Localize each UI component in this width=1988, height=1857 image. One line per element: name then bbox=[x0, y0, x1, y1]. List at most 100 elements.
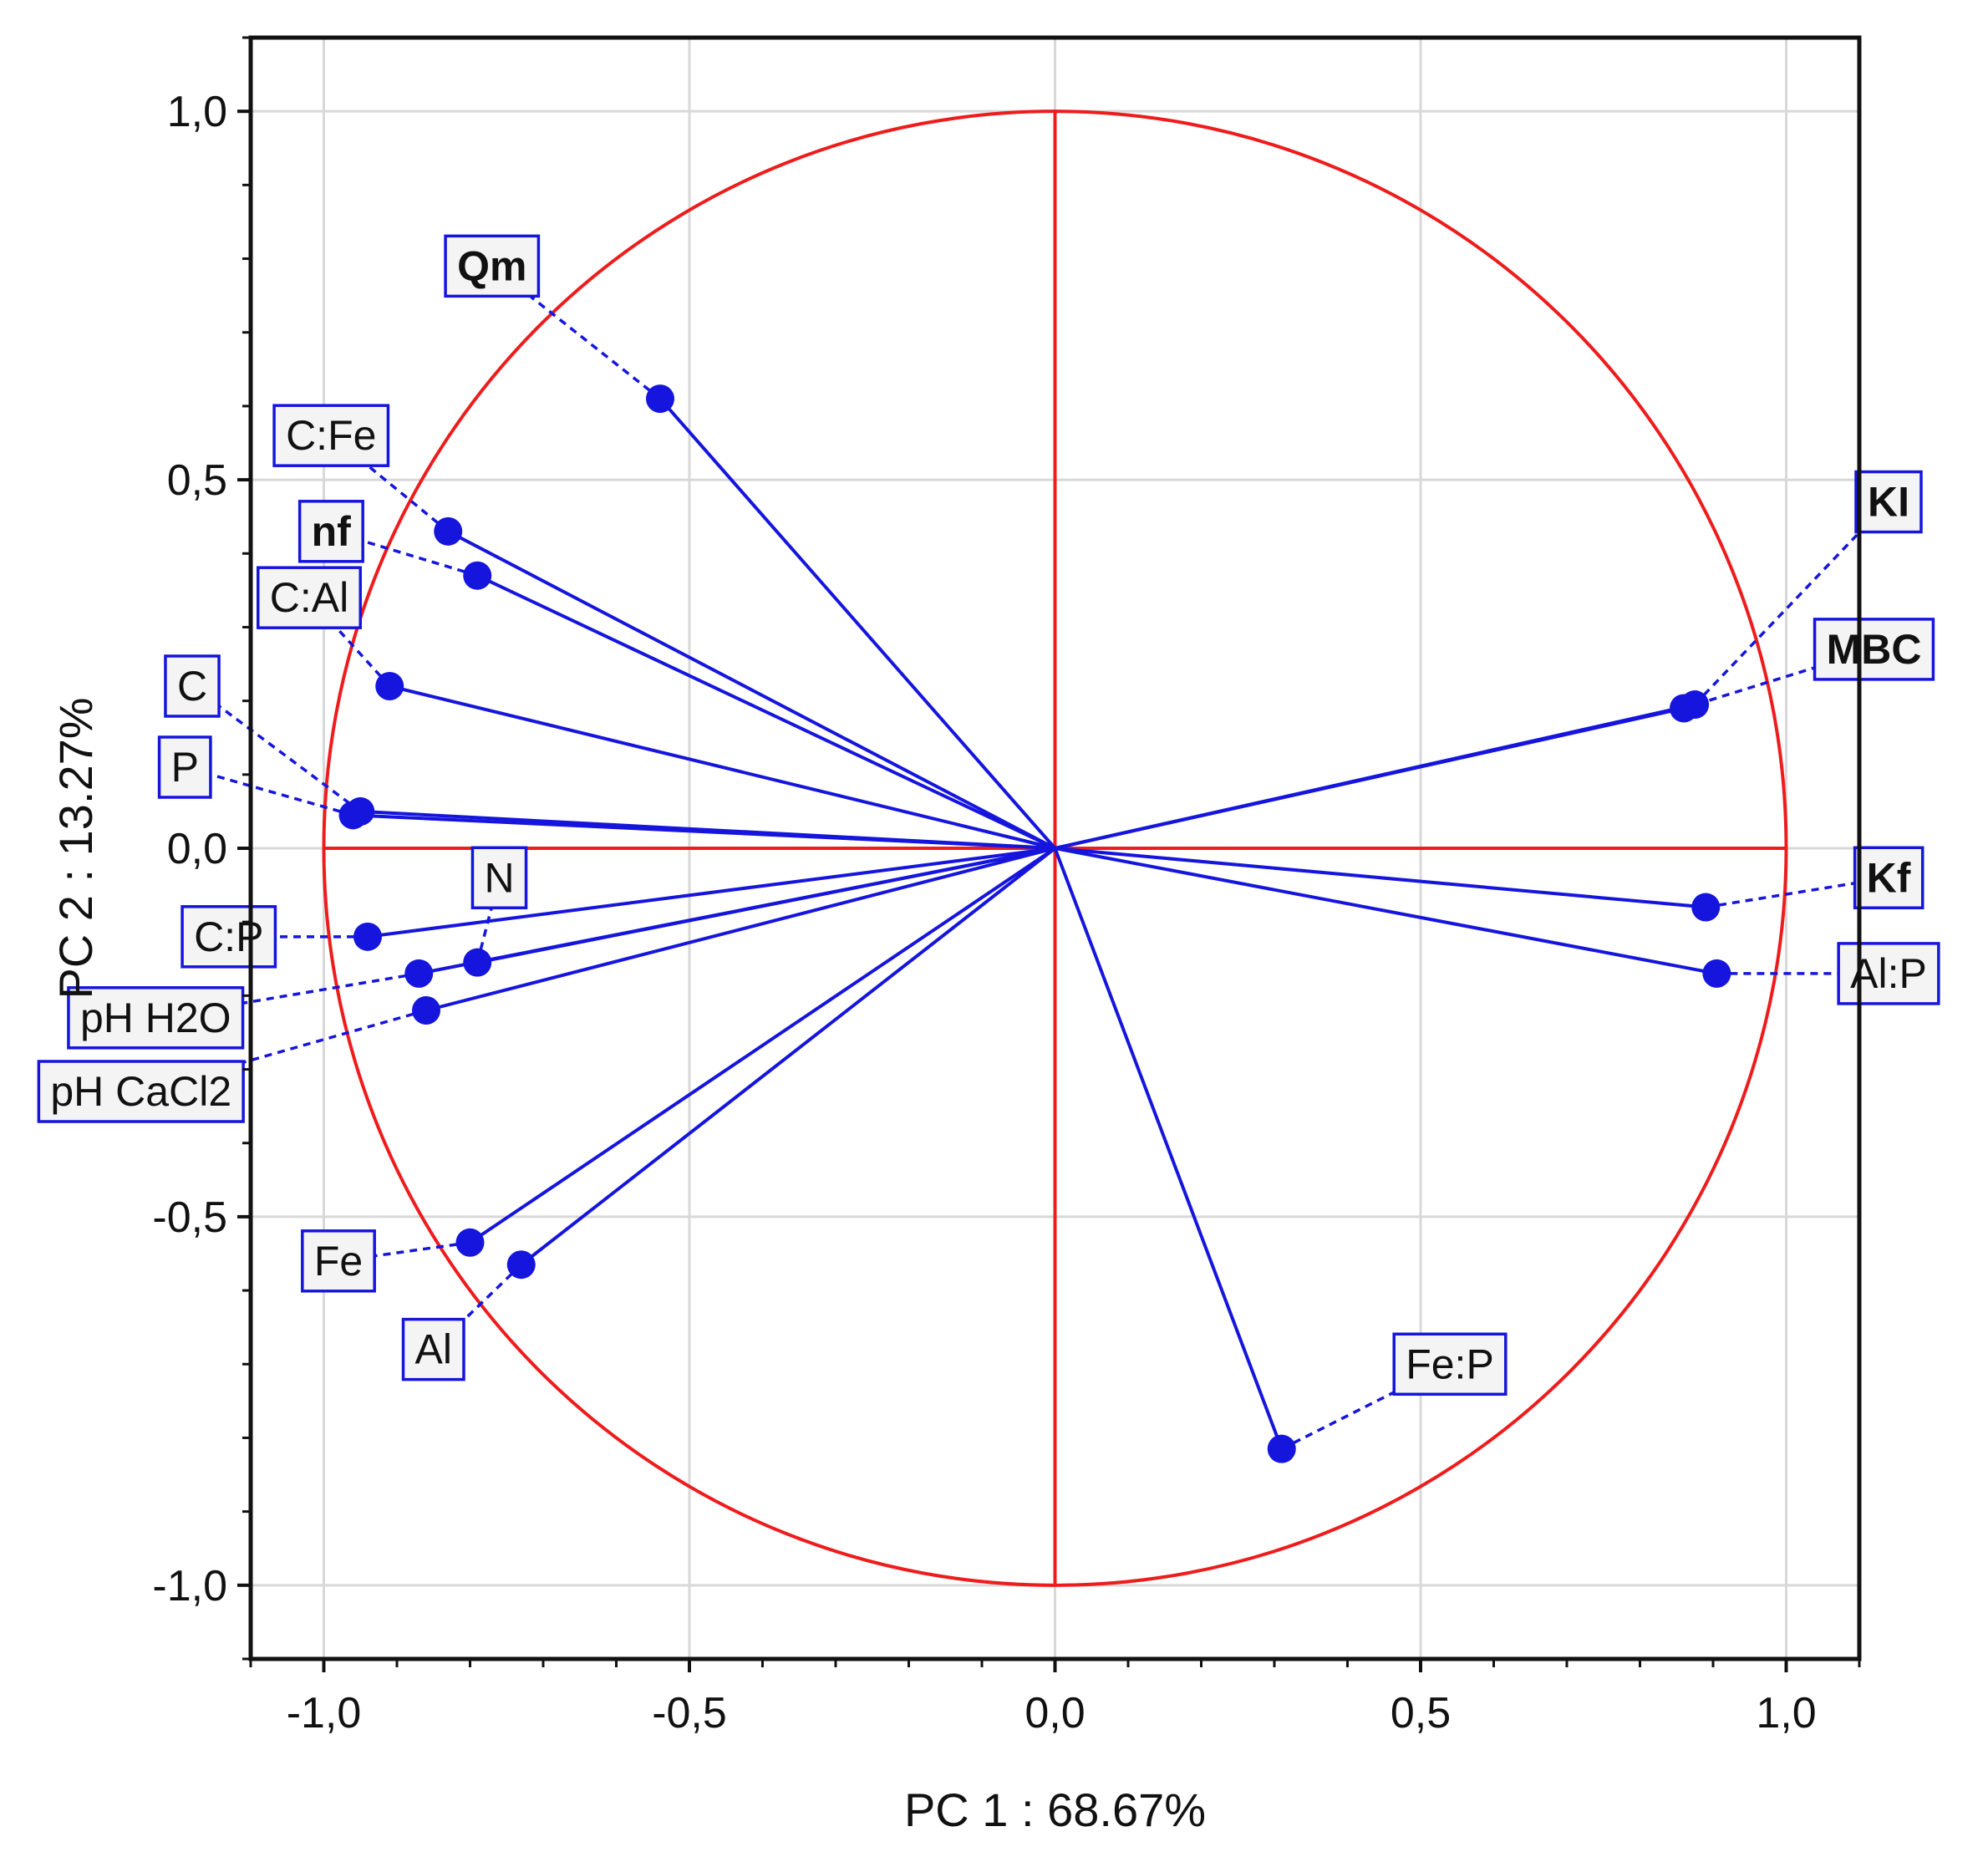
vector-al-p bbox=[1055, 847, 1717, 975]
vector-p bbox=[353, 813, 1055, 850]
label-al: Al bbox=[401, 1317, 465, 1381]
label-c-al: C:Al bbox=[257, 566, 362, 629]
point-fe bbox=[455, 1228, 485, 1257]
vector-kf bbox=[1055, 847, 1706, 909]
y-tick-label: 0,0 bbox=[167, 825, 227, 873]
point-mbc bbox=[1670, 694, 1698, 723]
label-p: P bbox=[157, 735, 212, 799]
y-tick-label: 1,0 bbox=[167, 88, 227, 136]
point-n bbox=[463, 948, 492, 977]
label-text-al: Al bbox=[415, 1326, 452, 1373]
label-box-ki bbox=[1854, 470, 1923, 534]
vector-c-p bbox=[367, 847, 1055, 939]
y-tick-label: -1,0 bbox=[152, 1562, 227, 1610]
x-tick-label: 0,0 bbox=[1025, 1689, 1085, 1737]
point-al bbox=[506, 1250, 536, 1280]
label-fe: Fe bbox=[301, 1229, 376, 1293]
y-axis-title: PC 2 : 13.27% bbox=[49, 697, 102, 999]
label-box-fe bbox=[301, 1229, 376, 1293]
vector-c-fe bbox=[447, 530, 1056, 850]
x-tick-label: -0,5 bbox=[652, 1689, 727, 1737]
vector-fe bbox=[469, 847, 1056, 1244]
label-text-al-p: Al:P bbox=[1850, 950, 1927, 997]
label-qm: Qm bbox=[444, 234, 541, 298]
label-text-fe: Fe bbox=[314, 1238, 363, 1285]
label-n: N bbox=[470, 846, 528, 910]
x-tick-label: 1,0 bbox=[1756, 1689, 1816, 1737]
x-tick-label: -1,0 bbox=[287, 1689, 362, 1737]
vector-qm bbox=[658, 397, 1057, 850]
point-nf bbox=[463, 561, 492, 590]
vector-nf bbox=[476, 573, 1056, 850]
leader-p bbox=[184, 766, 353, 817]
label-text-c-al: C:Al bbox=[270, 574, 348, 621]
label-ph-h2o: pH H2O bbox=[67, 986, 245, 1050]
label-text-c-p: C:P bbox=[194, 913, 263, 960]
label-box-al bbox=[401, 1317, 465, 1381]
y-tick-label: 0,5 bbox=[167, 456, 227, 505]
label-text-ph-h2o: pH H2O bbox=[80, 995, 231, 1041]
label-box-ph-h2o bbox=[67, 986, 245, 1050]
label-box-qm bbox=[444, 234, 541, 298]
label-text-fe-p: Fe:P bbox=[1406, 1341, 1494, 1387]
label-ki: KI bbox=[1854, 470, 1923, 534]
label-ph-cacl2: pH CaCl2 bbox=[37, 1060, 245, 1123]
label-text-c: C bbox=[177, 663, 207, 710]
loading-points bbox=[338, 384, 1731, 1463]
label-text-c-fe: C:Fe bbox=[286, 412, 376, 459]
label-text-p: P bbox=[171, 744, 199, 791]
label-text-n: N bbox=[484, 854, 514, 901]
label-box-n bbox=[470, 846, 528, 910]
leader-fe-p bbox=[1280, 1362, 1451, 1451]
label-box-c bbox=[164, 654, 221, 718]
label-kf: Kf bbox=[1853, 846, 1924, 910]
vector-c-al bbox=[389, 684, 1055, 850]
point-c-fe bbox=[434, 516, 463, 546]
point-fe-p bbox=[1267, 1434, 1296, 1463]
label-box-al-p bbox=[1837, 942, 1940, 1005]
label-text-qm: Qm bbox=[457, 242, 526, 289]
vector-ph-h2o bbox=[418, 847, 1055, 975]
x-axis-title: PC 1 : 68.67% bbox=[904, 1783, 1206, 1836]
label-c-p: C:P bbox=[180, 905, 277, 969]
point-p bbox=[338, 801, 368, 830]
axis-ticks: -1,0 -0,5 0,0 0,5 1,0 -1,0 -0,5 0,0 0,5 1,0 bbox=[152, 36, 1861, 1737]
label-text-ph-cacl2: pH CaCl2 bbox=[50, 1068, 231, 1115]
point-ph-cacl2 bbox=[412, 996, 440, 1025]
label-c-fe: C:Fe bbox=[272, 404, 390, 467]
label-box-nf bbox=[297, 500, 364, 563]
point-al-p bbox=[1702, 959, 1731, 988]
point-c-al bbox=[375, 672, 404, 700]
label-box-p bbox=[157, 735, 212, 799]
y-tick-label: -0,5 bbox=[152, 1193, 227, 1242]
leader-al bbox=[432, 1263, 522, 1351]
label-box-c-p bbox=[180, 905, 277, 969]
label-box-mbc bbox=[1813, 618, 1935, 681]
point-kf bbox=[1691, 893, 1721, 922]
x-tick-label: 0,5 bbox=[1391, 1689, 1451, 1737]
point-c-p bbox=[353, 922, 382, 951]
label-mbc: MBC bbox=[1813, 618, 1935, 681]
label-c: C bbox=[164, 654, 221, 718]
label-box-fe-p bbox=[1392, 1332, 1508, 1397]
point-qm bbox=[646, 384, 674, 414]
loading-vectors bbox=[353, 397, 1717, 1450]
vector-fe-p bbox=[1053, 847, 1284, 1450]
leader-ph-h2o bbox=[155, 972, 419, 1020]
label-box-kf bbox=[1853, 846, 1924, 910]
label-text-mbc: MBC bbox=[1827, 626, 1922, 673]
label-text-nf: nf bbox=[312, 508, 352, 555]
variable-labels: Qm C:Fe nf C:Al CP N C:P pH H2O pH CaCl2 Fe Al KI MB… bbox=[37, 234, 1940, 1397]
leader-ki bbox=[1693, 501, 1890, 706]
label-al-p: Al:P bbox=[1837, 942, 1940, 1005]
label-text-ki: KI bbox=[1868, 479, 1909, 526]
vector-al bbox=[520, 847, 1056, 1266]
point-ph-h2o bbox=[404, 959, 434, 988]
label-box-c-fe bbox=[272, 404, 390, 467]
label-nf: nf bbox=[297, 500, 364, 563]
label-text-kf: Kf bbox=[1867, 854, 1911, 901]
vector-mbc bbox=[1055, 706, 1685, 850]
label-fe-p: Fe:P bbox=[1392, 1332, 1508, 1397]
label-box-ph-cacl2 bbox=[37, 1060, 245, 1123]
